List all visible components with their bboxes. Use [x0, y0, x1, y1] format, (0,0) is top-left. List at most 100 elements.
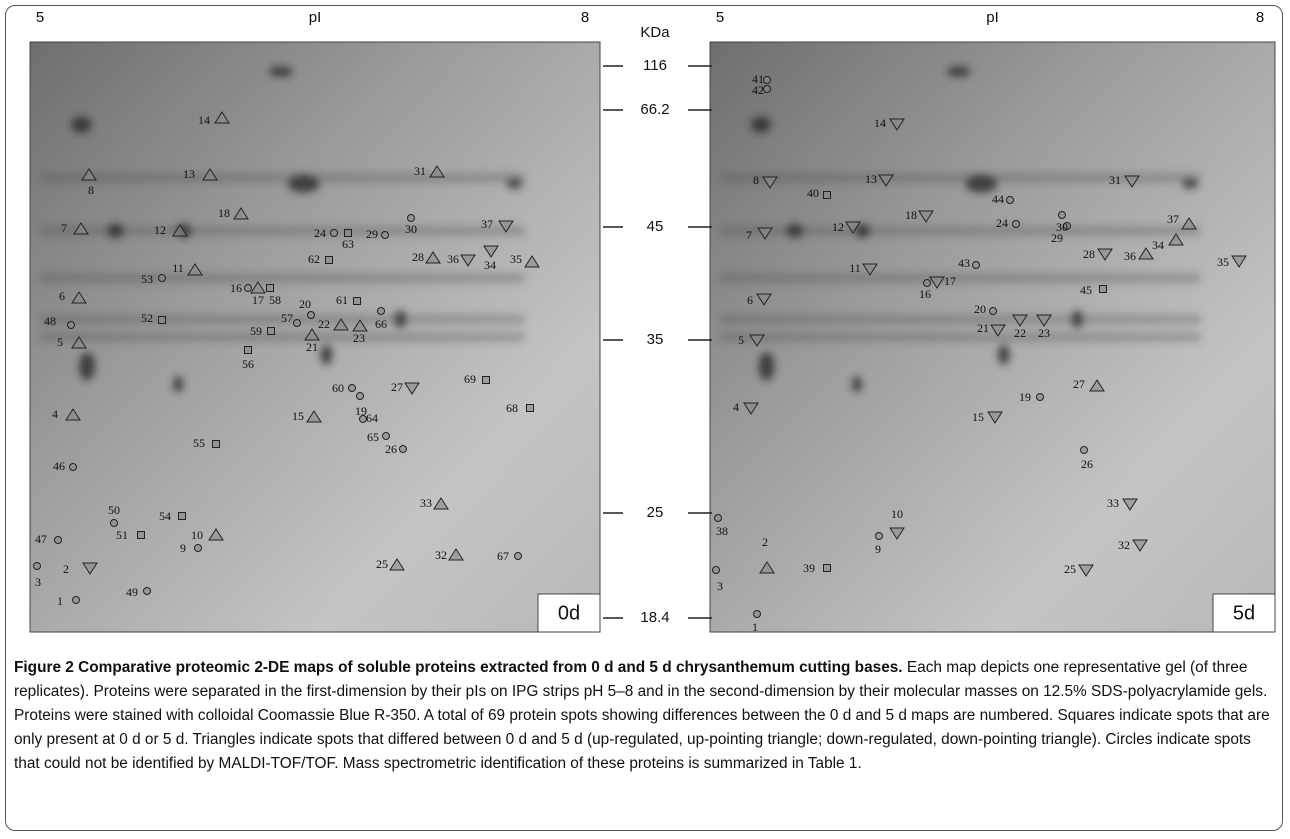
gel-spot [320, 344, 333, 365]
spot-label: 51 [116, 528, 128, 542]
spot-label: 28 [412, 250, 424, 264]
spot-label: 17 [944, 274, 956, 288]
spot-marker [1122, 498, 1138, 511]
spot-label: 8 [88, 183, 94, 197]
spot-marker [214, 111, 230, 124]
caption: Figure 2 Comparative proteomic 2-DE maps… [14, 656, 1276, 776]
spot-label: 36 [1124, 249, 1136, 263]
spot-marker [923, 279, 931, 287]
gel-band [720, 332, 1201, 342]
spot-label: 4 [733, 400, 739, 414]
spot-marker [1099, 285, 1107, 293]
spot-marker [862, 263, 878, 276]
spot-marker [823, 564, 831, 572]
spot-label: 33 [1107, 496, 1119, 510]
spot-label: 66 [375, 317, 387, 331]
spot-label: 67 [497, 549, 509, 563]
gel-band [720, 172, 1201, 183]
spot-marker [81, 168, 97, 181]
spot-label: 15 [972, 410, 984, 424]
spot-marker [1231, 255, 1247, 268]
spot-label: 62 [308, 252, 320, 266]
spot-marker [425, 251, 441, 264]
spot-marker [759, 561, 775, 574]
gel-spot [1071, 310, 1084, 329]
gel-band [720, 225, 1201, 236]
spot-marker [348, 384, 356, 392]
mass-tick-label: 66.2 [640, 101, 669, 118]
gel-spot [287, 174, 320, 193]
spot-marker [33, 562, 41, 570]
spot-label: 61 [336, 293, 348, 307]
spot-marker [65, 408, 81, 421]
spot-label: 25 [376, 557, 388, 571]
spot-marker [356, 392, 364, 400]
spot-label: 1 [57, 594, 63, 608]
spot-label: 52 [141, 311, 153, 325]
spot-label: 37 [1167, 212, 1179, 226]
spot-label: 40 [807, 186, 819, 200]
spot-marker [143, 587, 151, 595]
spot-label: 26 [1081, 457, 1093, 471]
spot-marker [987, 411, 1003, 424]
spot-label: 41 [752, 72, 764, 86]
spot-label: 31 [414, 164, 426, 178]
spot-label: 27 [1073, 377, 1085, 391]
spot-label: 30 [405, 222, 417, 236]
spot-marker [353, 297, 361, 305]
spot-marker [71, 336, 87, 349]
gel-spot [1182, 178, 1199, 189]
gel-spot [506, 178, 523, 189]
gel-spot [79, 352, 95, 381]
spot-label: 9 [180, 541, 186, 555]
spot-marker [1080, 446, 1088, 454]
spot-label: 7 [746, 228, 752, 242]
spot-label: 35 [510, 252, 522, 266]
spot-marker [158, 274, 166, 282]
spot-label: 18 [218, 206, 230, 220]
spot-label: 13 [865, 172, 877, 186]
pi-label: pI [309, 9, 322, 26]
spot-marker [763, 76, 771, 84]
spot-marker [158, 316, 166, 324]
spot-label: 56 [242, 357, 254, 371]
spot-label: 64 [366, 411, 378, 425]
spot-marker [178, 512, 186, 520]
spot-label: 31 [1109, 173, 1121, 187]
gel-band [40, 172, 525, 183]
mass-tick-label: 18.4 [640, 609, 669, 626]
spot-marker [1181, 217, 1197, 230]
spot-marker [399, 445, 407, 453]
spot-label: 11 [172, 261, 184, 275]
spot-marker [137, 531, 145, 539]
spot-marker [875, 532, 883, 540]
gel-spot [946, 66, 971, 77]
spot-label: 7 [61, 221, 67, 235]
spot-marker [878, 174, 894, 187]
spot-marker [306, 410, 322, 423]
spot-marker [712, 566, 720, 574]
spot-label: 12 [154, 223, 166, 237]
spot-marker [110, 519, 118, 527]
spot-marker [172, 224, 188, 237]
spot-marker [389, 558, 405, 571]
gel-band [720, 273, 1201, 283]
spot-label: 8 [753, 173, 759, 187]
spot-marker [448, 548, 464, 561]
spot-marker [524, 255, 540, 268]
spot-marker [1012, 220, 1020, 228]
spot-label: 25 [1064, 562, 1076, 576]
gel-texture [720, 66, 1201, 393]
spot-label: 63 [342, 237, 354, 251]
spot-marker [71, 291, 87, 304]
spot-label: 58 [269, 293, 281, 307]
spot-marker [763, 85, 771, 93]
spot-marker [244, 346, 252, 354]
spot-label: 34 [484, 258, 496, 272]
spot-label: 42 [752, 83, 764, 97]
spot-label: 24 [314, 226, 326, 240]
caption-title: Figure 2 Comparative proteomic 2-DE maps… [14, 659, 903, 676]
spot-label: 26 [385, 442, 397, 456]
spot-marker [1012, 314, 1028, 327]
